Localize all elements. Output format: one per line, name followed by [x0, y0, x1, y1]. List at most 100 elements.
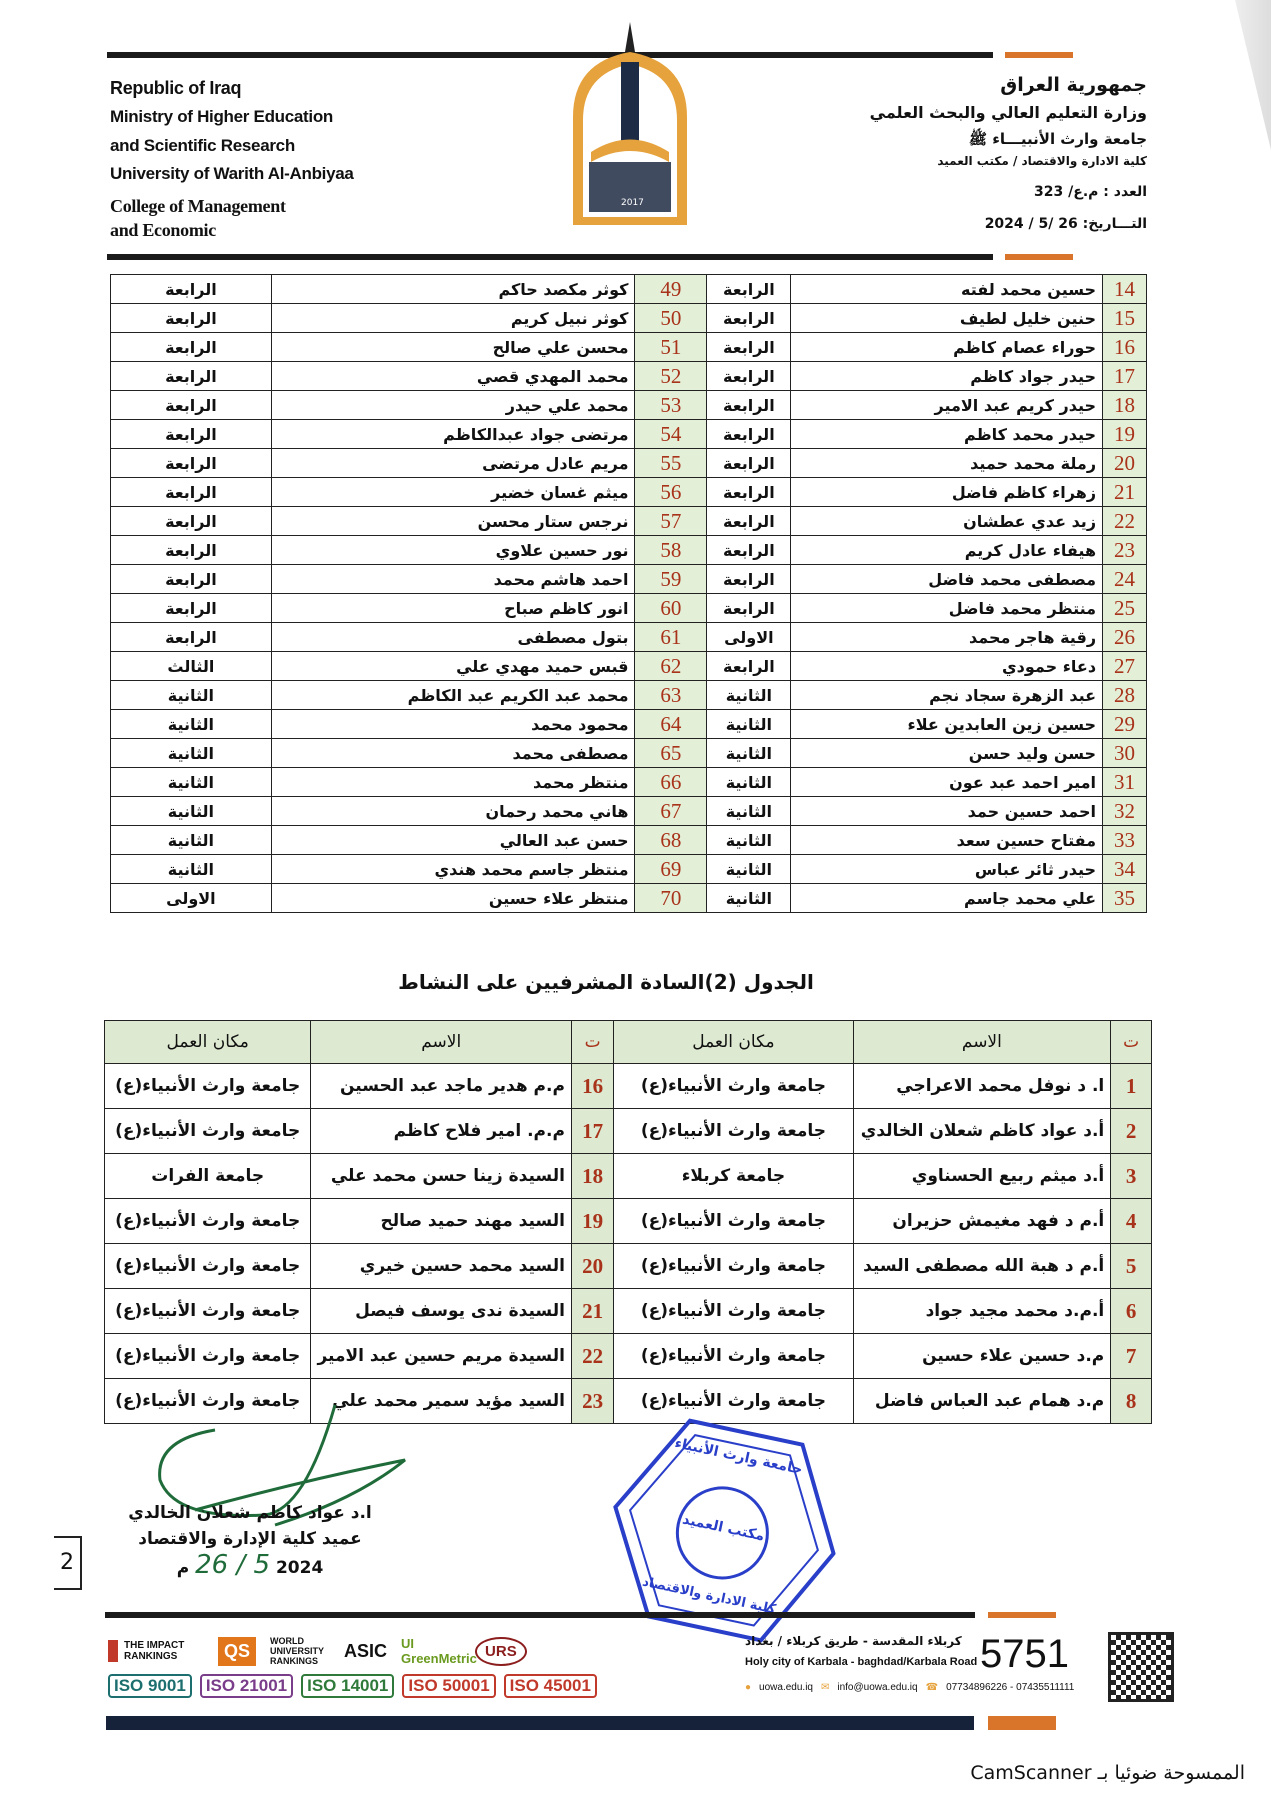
- student-stage: الثانية: [706, 883, 792, 913]
- supervisor-name: ا. د نوفل محمد الاعراجي: [852, 1063, 1112, 1109]
- student-name: علي محمد جاسم: [790, 883, 1104, 913]
- student-name: ميثم غسان خضير: [270, 477, 636, 507]
- supervisor-workplace: جامعة وارث الأنبياء(ع): [613, 1333, 854, 1379]
- header-top-accent: [1005, 52, 1073, 58]
- student-number: 59: [634, 564, 708, 594]
- qs-logo: QS: [218, 1636, 257, 1666]
- student-stage: الرابعة: [110, 448, 272, 478]
- header-en-college: College of Management: [110, 196, 286, 216]
- student-name: مصطفى محمد: [270, 738, 636, 768]
- supervisor-name: السيد محمد حسين خيري: [310, 1243, 572, 1289]
- student-name: دعاء حمودي: [790, 651, 1104, 681]
- student-number: 62: [634, 651, 708, 681]
- student-stage: الرابعة: [706, 477, 792, 507]
- student-number: 69: [634, 854, 708, 884]
- table-row: 19 حيدر محمد كاظم الرابعة 54 مرتضى جواد عبدا…: [110, 419, 1147, 449]
- table-row: 32 احمد حسين حمد الثانية 67 هاني محمد رحمان ا…: [110, 796, 1147, 826]
- student-number: 65: [634, 738, 708, 768]
- student-stage: الرابعة: [706, 535, 792, 565]
- student-number: 67: [634, 796, 708, 826]
- student-number: 54: [634, 419, 708, 449]
- iso-14001-badge: ISO 14001: [301, 1674, 395, 1698]
- student-number: 64: [634, 709, 708, 739]
- supervisor-workplace: جامعة وارث الأنبياء(ع): [103, 1063, 312, 1109]
- student-number: 21: [1102, 477, 1147, 507]
- table-row: 18 حيدر كريم عبد الامير الرابعة 53 محمد علي …: [110, 390, 1147, 420]
- supervisor-number: 4: [1110, 1198, 1152, 1244]
- supervisor-workplace: جامعة وارث الأنبياء(ع): [613, 1378, 854, 1424]
- student-name: محمد عبد الكريم عبد الكاظم: [270, 680, 636, 710]
- student-number: 58: [634, 535, 708, 565]
- supervisor-number: 19: [570, 1198, 615, 1244]
- supervisor-number: 23: [570, 1378, 615, 1424]
- student-stage: الرابعة: [110, 564, 272, 594]
- student-stage: الثانية: [110, 796, 272, 826]
- student-stage: الرابعة: [706, 303, 792, 333]
- student-name: هاني محمد رحمان: [270, 796, 636, 826]
- supervisor-workplace: جامعة وارث الأنبياء(ع): [103, 1378, 312, 1424]
- table-row: 26 رقية هاجر محمد الاولى 61 بتول مصطفى الرابع…: [110, 622, 1147, 652]
- column-header: مكان العمل: [103, 1020, 312, 1064]
- student-stage: الرابعة: [110, 303, 272, 333]
- student-stage: الرابعة: [706, 419, 792, 449]
- student-number: 18: [1102, 390, 1147, 420]
- iso-9001-badge: ISO 9001: [108, 1674, 192, 1698]
- supervisor-name: السيد مؤيد سمير محمد علي: [310, 1378, 572, 1424]
- student-name: محمود محمد: [270, 709, 636, 739]
- qr-code: [1108, 1632, 1174, 1702]
- supervisor-name: م.م. امير فلاح كاظم: [310, 1108, 572, 1154]
- student-stage: الرابعة: [706, 651, 792, 681]
- camscanner-note: الممسوحة ضوئيا بـ CamScanner: [970, 1762, 1245, 1784]
- signature-date: 26 / 5 2024 م: [120, 1552, 380, 1581]
- student-number: 16: [1102, 332, 1147, 362]
- student-name: منتظر محمد فاضل: [790, 593, 1104, 623]
- student-name: محسن علي صالح: [270, 332, 636, 362]
- student-number: 31: [1102, 767, 1147, 797]
- student-name: كوثر مكصد حاكم: [270, 274, 636, 304]
- student-name: حيدر جواد كاظم: [790, 361, 1104, 391]
- supervisor-workplace: جامعة وارث الأنبياء(ع): [613, 1243, 854, 1289]
- iso-21001-badge: ISO 21001: [199, 1674, 294, 1698]
- table-row: 17 حيدر جواد كاظم الرابعة 52 محمد المهدي قصي…: [110, 361, 1147, 391]
- student-name: رقية هاجر محمد: [790, 622, 1104, 652]
- student-number: 53: [634, 390, 708, 420]
- table-row: 23 هيفاء عادل كريم الرابعة 58 نور حسين علاوي…: [110, 535, 1147, 565]
- student-stage: الثانية: [706, 825, 792, 855]
- supervisor-number: 8: [1110, 1378, 1152, 1424]
- header-en-university: University of Warith Al-Anbiyaa: [110, 164, 354, 183]
- reference-value: م.ع/ 323: [1034, 184, 1099, 200]
- supervisor-workplace: جامعة وارث الأنبياء(ع): [103, 1108, 312, 1154]
- iso-badges: ISO 9001 ISO 21001 ISO 14001 ISO 50001 ISO 4…: [108, 1674, 605, 1698]
- student-stage: الرابعة: [706, 506, 792, 536]
- table2-title: الجدول (2)السادة المشرفيين على النشاط: [398, 970, 814, 994]
- supervisor-name: أ.د عواد كاظم شعلان الخالدي: [852, 1108, 1112, 1154]
- student-stage: الرابعة: [110, 593, 272, 623]
- supervisor-number: 3: [1110, 1153, 1152, 1199]
- student-number: 19: [1102, 419, 1147, 449]
- student-number: 68: [634, 825, 708, 855]
- supervisor-name: أ.م.د محمد مجيد جواد: [852, 1288, 1112, 1334]
- table-row: 28 عبد الزهرة سجاد نجم الثانية 63 محمد عبد ا…: [110, 680, 1147, 710]
- student-name: انور كاظم صباح: [270, 593, 636, 623]
- table-row: 8 م.د همام عبد العباس فاضل جامعة وارث الأن…: [103, 1378, 1152, 1424]
- supervisor-number: 17: [570, 1108, 615, 1154]
- student-number: 35: [1102, 883, 1147, 913]
- student-stage: الرابعة: [706, 564, 792, 594]
- supervisor-workplace: جامعة وارث الأنبياء(ع): [103, 1333, 312, 1379]
- table-row: 20 رملة محمد حميد الرابعة 55 مريم عادل مرتضى…: [110, 448, 1147, 478]
- student-number: 20: [1102, 448, 1147, 478]
- student-name: كوثر نبيل كريم: [270, 303, 636, 333]
- supervisor-number: 16: [570, 1063, 615, 1109]
- signatory-block: ا.د عواد كاظم شعلان الخالدي عميد كلية ال…: [120, 1500, 380, 1581]
- footer-top-line: [105, 1612, 975, 1618]
- student-name: عبد الزهرة سجاد نجم: [790, 680, 1104, 710]
- supervisor-number: 22: [570, 1333, 615, 1379]
- supervisor-number: 7: [1110, 1333, 1152, 1379]
- student-number: 30: [1102, 738, 1147, 768]
- student-name: زيد عدي عطشان: [790, 506, 1104, 536]
- signature-date-year: 2024 م: [176, 1558, 324, 1578]
- supervisor-number: 18: [570, 1153, 615, 1199]
- supervisor-workplace: جامعة وارث الأنبياء(ع): [103, 1243, 312, 1289]
- supervisor-workplace: جامعة وارث الأنبياء(ع): [613, 1198, 854, 1244]
- student-stage: الرابعة: [706, 448, 792, 478]
